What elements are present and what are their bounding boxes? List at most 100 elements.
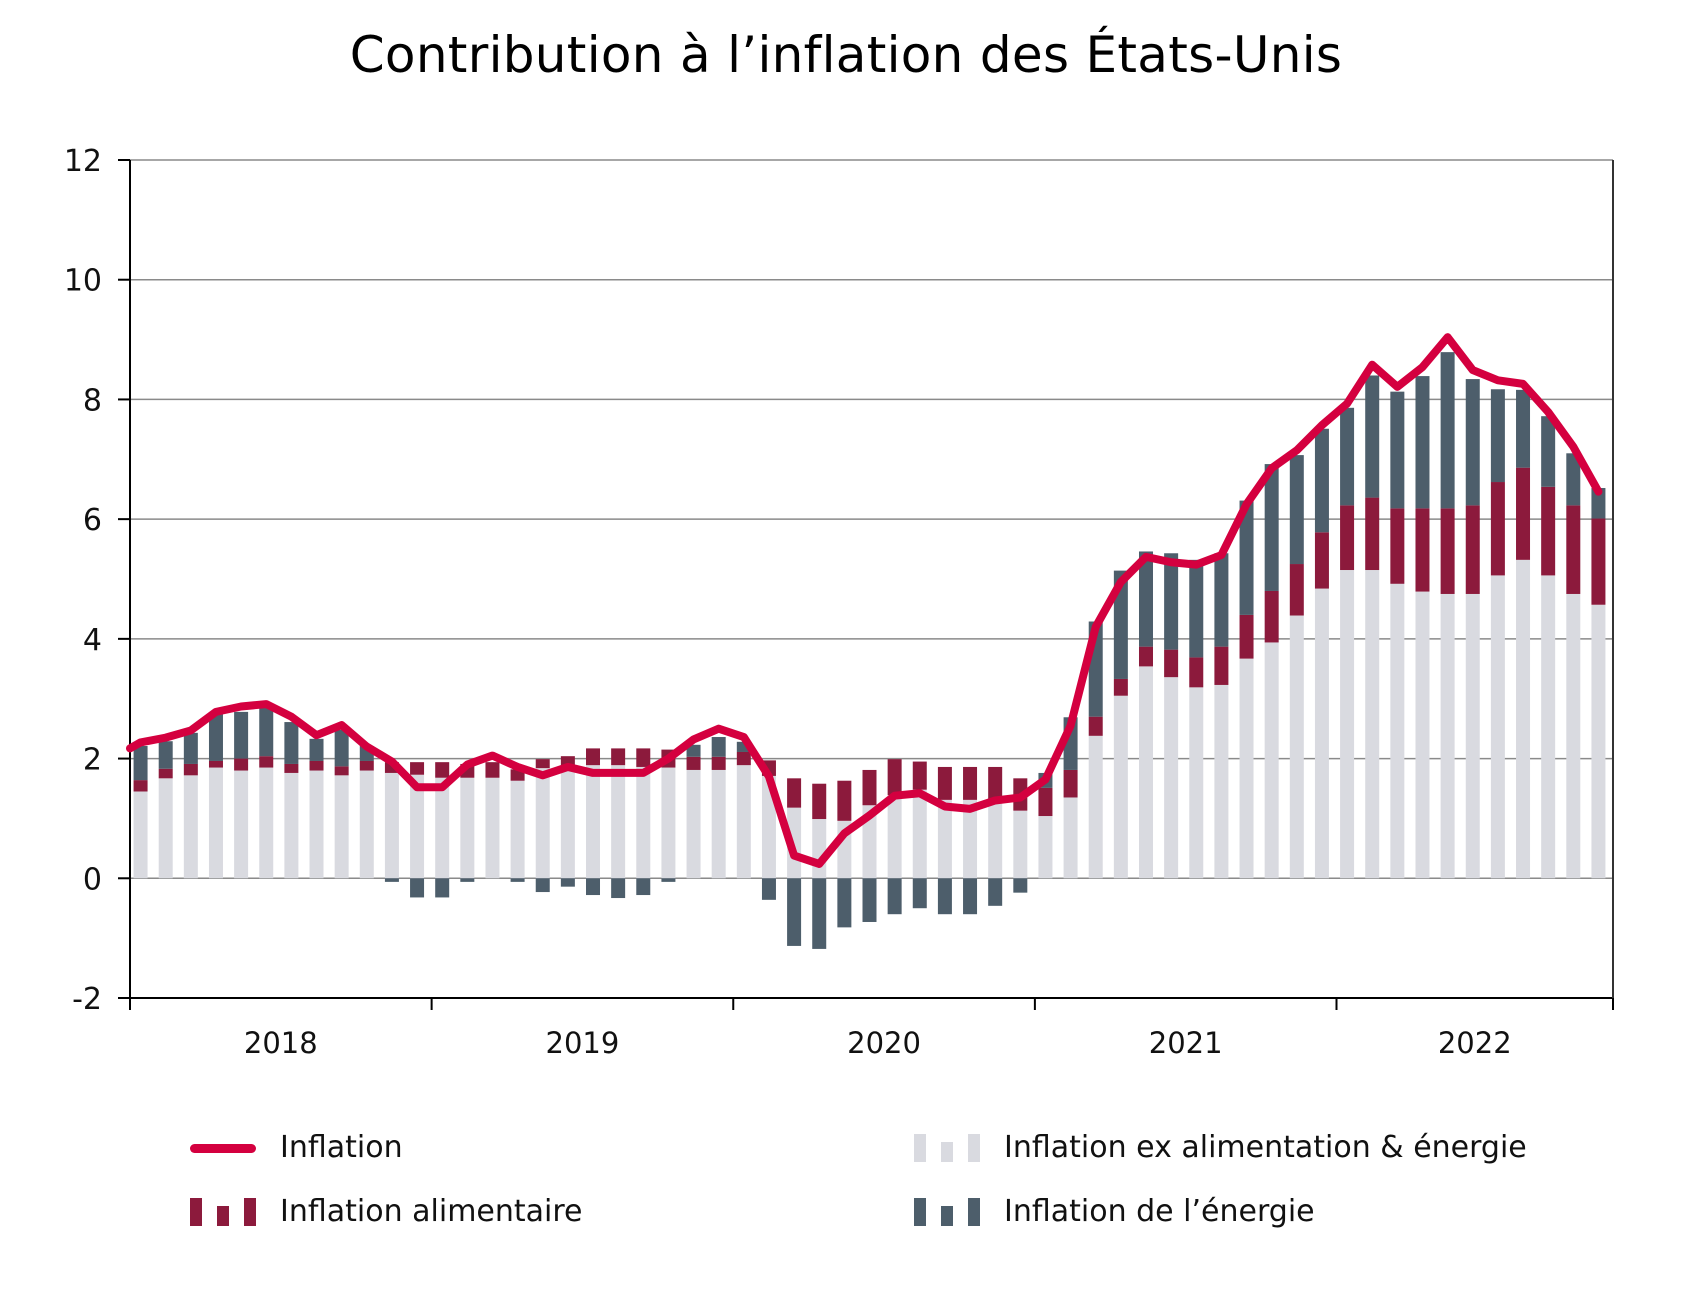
bar-energy [837, 878, 852, 928]
bar-food [611, 748, 626, 766]
bar-energy [1541, 416, 1556, 487]
legend-item-inflation: Inflation [188, 1130, 403, 1165]
bar-core [560, 766, 575, 879]
bar-energy [435, 878, 450, 898]
bar-core [535, 768, 550, 879]
bar-energy [661, 878, 676, 882]
inflation-line [126, 333, 1603, 868]
bar-core [460, 777, 475, 879]
bar-food [410, 762, 425, 775]
bar-core [158, 778, 173, 879]
bar-food [636, 748, 651, 767]
bar-energy [1214, 553, 1229, 647]
bar-energy [1490, 389, 1505, 483]
bar-core [1566, 593, 1581, 879]
bar-core [1088, 735, 1103, 879]
legend-item-core: Inflation ex alimentation & énergie [912, 1130, 1527, 1165]
y-tick-label: 8 [83, 383, 102, 418]
bar-energy [460, 878, 475, 882]
bar-core [1465, 593, 1480, 879]
bar-core [711, 769, 726, 879]
bar-energy [535, 878, 550, 893]
bar-food [359, 760, 374, 771]
bar-energy [862, 878, 877, 922]
bar-core [435, 777, 450, 879]
bar-food [787, 778, 802, 808]
bar-energy [611, 878, 626, 899]
x-year-label: 2020 [847, 1026, 921, 1060]
bar-energy [711, 737, 726, 757]
bar-core [133, 791, 148, 879]
bar-core [284, 772, 299, 879]
bar-energy [636, 878, 651, 896]
bar-energy [158, 741, 173, 769]
bar-energy [510, 878, 525, 882]
bar-food [711, 756, 726, 770]
bar-core [1390, 583, 1405, 879]
bar-food [887, 759, 902, 796]
axes [118, 159, 1614, 1010]
bar-food [334, 766, 349, 776]
bar-food [1365, 497, 1380, 571]
bar-energy [1415, 376, 1430, 509]
bar-food [234, 758, 249, 771]
x-year-label: 2019 [546, 1026, 620, 1060]
bar-core [1340, 570, 1355, 879]
bar-food [736, 751, 751, 766]
bar-energy [1516, 389, 1531, 468]
bar-food [912, 761, 927, 790]
bar-energy [988, 878, 1003, 906]
bar-food [686, 756, 701, 770]
legend-label-inflation: Inflation [280, 1130, 403, 1165]
legend-item-energy: Inflation de l’énergie [912, 1194, 1315, 1229]
bar-core [611, 765, 626, 879]
legend-label-food: Inflation alimentaire [280, 1194, 583, 1229]
bar-food [1490, 482, 1505, 576]
bar-food [1566, 505, 1581, 594]
bar-food [560, 756, 575, 767]
bar-energy [133, 746, 148, 781]
bar-energy [963, 878, 978, 915]
bar-food [1415, 508, 1430, 592]
legend-label-energy: Inflation de l’énergie [1004, 1194, 1315, 1229]
bar-core [1440, 593, 1455, 879]
bar-food [1390, 508, 1405, 584]
bar-food [510, 769, 525, 781]
bar-food [837, 780, 852, 821]
x-year-label: 2021 [1149, 1026, 1223, 1060]
bar-core [937, 799, 952, 879]
bar-core [636, 766, 651, 879]
bar-energy [586, 878, 601, 896]
bar-core [586, 765, 601, 879]
bar-food [1138, 646, 1153, 667]
bar-core [1164, 677, 1179, 879]
bar-core [1591, 604, 1606, 879]
bar-energy [1264, 464, 1279, 591]
legend-food-swatch-icon [188, 1196, 258, 1228]
bar-food [1289, 564, 1304, 616]
y-tick-label: 2 [83, 743, 102, 778]
bar-core [485, 777, 500, 879]
bar-energy [1013, 878, 1028, 893]
bar-food [988, 766, 1003, 804]
bar-food [1516, 467, 1531, 560]
bar-energy [410, 878, 425, 898]
bar-energy [1591, 488, 1606, 519]
bar-energy [1138, 551, 1153, 647]
bar-core [510, 780, 525, 879]
bar-energy [812, 878, 827, 949]
bar-core [988, 803, 1003, 879]
bar-energy [1566, 453, 1581, 506]
bar-food [133, 780, 148, 792]
y-tick-label: -2 [72, 982, 102, 1017]
bar-energy [183, 732, 198, 764]
bar-food [1541, 486, 1556, 576]
bar-energy [1239, 500, 1254, 615]
bar-food [284, 763, 299, 773]
bar-core [1289, 615, 1304, 879]
bar-core [736, 765, 751, 879]
bars [133, 352, 1606, 949]
bar-energy [1113, 570, 1128, 679]
bar-core [309, 770, 324, 879]
bar-core [1314, 588, 1329, 879]
